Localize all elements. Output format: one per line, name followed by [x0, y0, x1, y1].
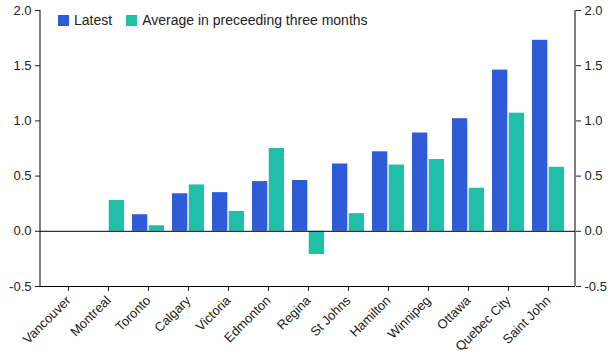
svg-text:1.5: 1.5 [585, 58, 603, 73]
html-text:Average in preceeding three mo: Average in preceeding three months [142, 12, 368, 28]
svg-text:0.5: 0.5 [585, 168, 603, 183]
svg-text:Toronto: Toronto [112, 293, 153, 334]
svg-text:Montreal: Montreal [67, 293, 113, 339]
svg-text:0.0: 0.0 [13, 223, 31, 238]
svg-text:0.5: 0.5 [13, 168, 31, 183]
svg-text:Regina: Regina [273, 292, 314, 333]
svg-text:Victoria: Victoria [192, 292, 234, 334]
svg-text:1.0: 1.0 [13, 113, 31, 128]
svg-text:2.0: 2.0 [13, 3, 31, 18]
html-text:Latest: Latest [74, 12, 113, 28]
svg-text:Quebec City: Quebec City [452, 292, 514, 354]
svg-text:Edmonton: Edmonton [221, 293, 274, 346]
svg-text:1.5: 1.5 [13, 58, 31, 73]
svg-text:2.0: 2.0 [585, 3, 603, 18]
svg-text:1.0: 1.0 [585, 113, 603, 128]
svg-text:St Johns: St Johns [307, 292, 354, 339]
svg-text:Saint John: Saint John [500, 293, 554, 347]
svg-text:0.0: 0.0 [585, 223, 603, 238]
svg-text:Ottawa: Ottawa [433, 292, 474, 333]
svg-text:-0.5: -0.5 [9, 279, 31, 294]
svg-text:Vancouver: Vancouver [20, 292, 74, 346]
svg-text:-0.5: -0.5 [585, 279, 607, 294]
svg-text:Winnipeg: Winnipeg [385, 293, 434, 342]
svg-text:Hamilton: Hamilton [346, 292, 394, 340]
svg-text:Calgary: Calgary [151, 292, 194, 335]
